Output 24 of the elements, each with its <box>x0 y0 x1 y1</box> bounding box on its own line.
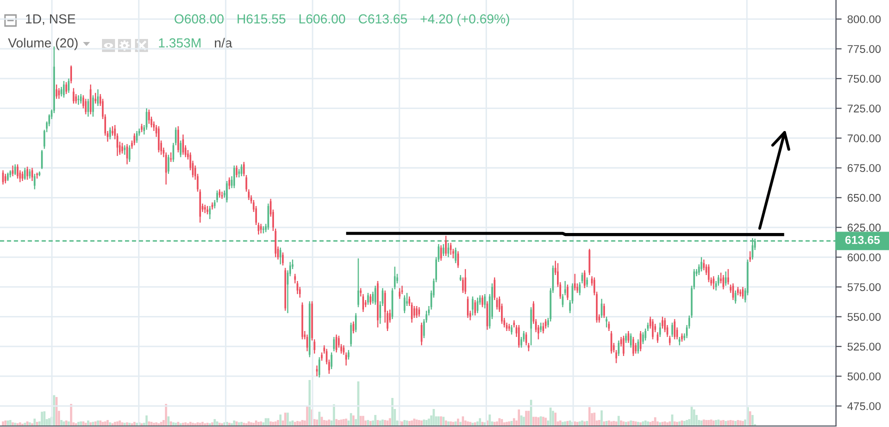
y-tick-label: 500.00 <box>848 372 881 380</box>
annotation: O608.00 <box>174 14 224 24</box>
y-tick-label: 575.00 <box>848 283 881 292</box>
y-tick-label: 475.00 <box>847 402 881 410</box>
y-tick-label: 525.00 <box>848 342 881 351</box>
ref-line-label: 613.65 <box>845 236 880 244</box>
y-tick-label: 650.00 <box>848 194 881 202</box>
annotation: L606.00 <box>300 14 346 24</box>
y-tick-label: 700.00 <box>848 134 881 142</box>
annotation: n/a <box>214 38 232 48</box>
annotation: H615.55 <box>238 14 286 24</box>
y-tick-label: 625.00 <box>848 224 881 232</box>
annotation: 1.353M <box>158 38 200 48</box>
annotation: +4.20 (+0.69%) <box>420 14 510 26</box>
chart-title: Volume (20) <box>8 38 78 50</box>
annotation: C613.65 <box>358 14 407 24</box>
y-tick-label: 600.00 <box>848 253 881 262</box>
y-tick-label: 800.00 <box>848 15 881 24</box>
text: 1D, NSE <box>26 14 76 26</box>
y-tick-label: 725.00 <box>848 104 881 112</box>
y-tick-label: 675.00 <box>848 164 881 172</box>
y-tick-label: 775.00 <box>848 45 881 53</box>
y-tick-label: 750.00 <box>848 74 881 83</box>
y-tick-label: 550.00 <box>848 312 881 321</box>
